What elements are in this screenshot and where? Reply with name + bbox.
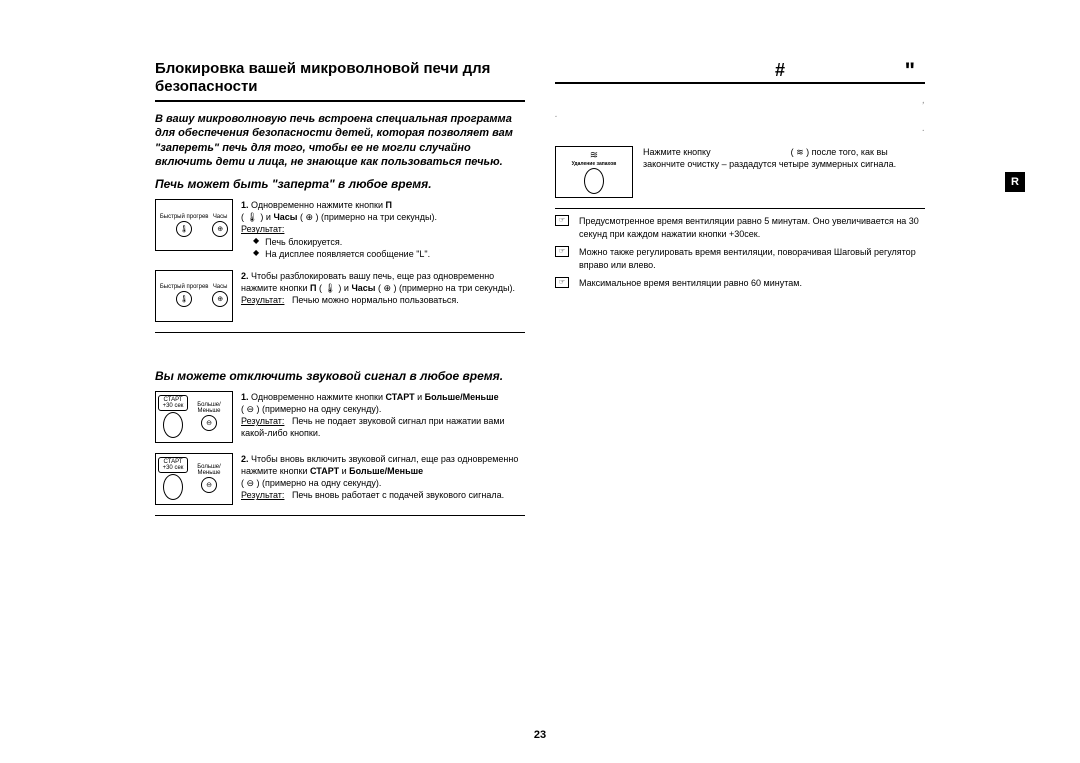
odor-removal-icon: ≋ — [590, 150, 598, 161]
odor-step-text: Нажмите кнопку ( ≋ ) после того, как вы … — [643, 146, 925, 198]
sound-step1-text: 1. Одновременно нажмите кнопки СТАРТ и Б… — [241, 391, 525, 443]
t: и — [339, 466, 349, 476]
clock-label: Часы — [213, 214, 228, 220]
sound-subhead: Вы можете отключить звуковой сигнал в лю… — [155, 363, 525, 383]
hash-mark: # — [775, 60, 785, 82]
t: На дисплее появляется сообщение "L". — [265, 248, 430, 260]
t: Предусмотренное время вентиляции равно 5… — [579, 215, 925, 240]
sound-step2-icon: СТАРТ+30 сек Больше/Меньше ⊖ — [155, 453, 233, 505]
t: Печь блокируется. — [265, 236, 342, 248]
clock-label: Часы — [213, 284, 228, 290]
note-icon: ☞ — [555, 246, 569, 257]
note-icon: ☞ — [555, 277, 569, 288]
t: и — [415, 392, 425, 402]
quick-label: Быстрый прогрев — [160, 284, 209, 290]
t: . — [555, 122, 925, 136]
divider — [155, 332, 525, 333]
thermo-icon: 🌡 — [176, 291, 192, 307]
divider — [555, 208, 925, 209]
result-label: Результат: — [241, 490, 284, 500]
clock-icon: ⊕ — [212, 221, 228, 237]
s1num: 1. — [241, 392, 249, 402]
start-button-icon: СТАРТ+30 сек — [158, 457, 188, 473]
moreless-icon: ⊖ — [201, 477, 217, 493]
odor-icon-box: ≋ Удаление запахов — [555, 146, 633, 198]
t: П — [310, 283, 316, 293]
page-content: Блокировка вашей микроволновой печи для … — [155, 60, 925, 522]
t: Часы — [273, 212, 297, 222]
t: ( ⊖ ) (примерно на одну секунду). — [241, 404, 381, 414]
moreless-label: Больше/Меньше — [188, 464, 230, 476]
odor-step: ≋ Удаление запахов Нажмите кнопку ( ≋ ) … — [555, 146, 925, 198]
left-column: Блокировка вашей микроволновой печи для … — [155, 60, 525, 522]
result-label: Результат: — [241, 224, 284, 234]
t: ( ⊖ ) (примерно на одну секунду). — [241, 478, 381, 488]
result-label: Результат: — [241, 416, 284, 426]
left-heading: Блокировка вашей микроволновой печи для … — [155, 60, 525, 102]
note-2: ☞ Можно также регулировать время вентиля… — [555, 246, 925, 271]
t: СТАРТ — [385, 392, 414, 402]
t: Больше/Меньше — [425, 392, 499, 402]
t: Одновременно нажмите кнопки — [251, 200, 383, 210]
t: Одновременно нажмите кнопки — [251, 392, 385, 402]
odor-label: Удаление запахов — [572, 162, 617, 167]
lock-step1-icon: Быстрый прогрев 🌡 Часы ⊕ — [155, 199, 233, 251]
t: Нажмите кнопку — [643, 147, 711, 157]
t: СТАРТ — [310, 466, 339, 476]
note-1: ☞ Предусмотренное время вентиляции равно… — [555, 215, 925, 240]
right-heading: # " — [555, 60, 925, 84]
sound-step1-icon: СТАРТ+30 сек Больше/Меньше ⊖ — [155, 391, 233, 443]
page-number: 23 — [534, 729, 546, 741]
language-badge: R — [1005, 172, 1025, 192]
divider — [155, 515, 525, 516]
dial-icon — [163, 474, 183, 500]
sound-step2-text: 2. Чтобы вновь включить звуковой сигнал,… — [241, 453, 525, 505]
sound-step-2: СТАРТ+30 сек Больше/Меньше ⊖ 2. Чтобы вн… — [155, 453, 525, 505]
right-intro: , . . — [555, 94, 925, 136]
result-label: Результат: — [241, 295, 284, 305]
t: ( 🌡 ) и — [241, 212, 273, 222]
dial-icon — [163, 412, 183, 438]
dial-icon — [584, 168, 604, 194]
lock-subhead: Печь может быть "заперта" в любое время. — [155, 177, 525, 191]
quote-mark: " — [905, 58, 915, 84]
left-intro: В вашу микроволновую печь встроена специ… — [155, 112, 525, 169]
lock-step1-text: 1. Одновременно нажмите кнопки П ( 🌡 ) и… — [241, 199, 525, 260]
step1-num: 1. — [241, 200, 249, 210]
t: Можно также регулировать время вентиляци… — [579, 246, 925, 271]
t: . — [555, 108, 925, 122]
t: Печь вновь работает с подачей звукового … — [292, 490, 504, 500]
t: ( ⊕ ) (примерно на три секунды). — [375, 283, 514, 293]
lock-step2-icon: Быстрый прогрев 🌡 Часы ⊕ — [155, 270, 233, 322]
note-3: ☞ Максимальное время вентиляции равно 60… — [555, 277, 925, 290]
lock-step2-text: 2. Чтобы разблокировать вашу печь, еще р… — [241, 270, 525, 322]
diamond-icon: ◆ — [253, 248, 259, 260]
start-button-icon: СТАРТ+30 сек — [158, 395, 188, 411]
moreless-label: Больше/Меньше — [188, 402, 230, 414]
note-icon: ☞ — [555, 215, 569, 226]
diamond-icon: ◆ — [253, 236, 259, 248]
t: Больше/Меньше — [349, 466, 423, 476]
t: П — [386, 200, 392, 210]
t: ( ⊕ ) (примерно на три секунды). — [297, 212, 436, 222]
step2-num: 2. — [241, 271, 249, 281]
t: , — [555, 94, 925, 108]
lock-step-1: Быстрый прогрев 🌡 Часы ⊕ 1. Одновременно… — [155, 199, 525, 260]
t: Максимальное время вентиляции равно 60 м… — [579, 277, 802, 290]
t: Часы — [351, 283, 375, 293]
quick-label: Быстрый прогрев — [160, 214, 209, 220]
t: Печью можно нормально пользоваться. — [292, 295, 459, 305]
s2num: 2. — [241, 454, 249, 464]
sound-step-1: СТАРТ+30 сек Больше/Меньше ⊖ 1. Одноврем… — [155, 391, 525, 443]
clock-icon: ⊕ — [212, 291, 228, 307]
moreless-icon: ⊖ — [201, 415, 217, 431]
lock-step-2: Быстрый прогрев 🌡 Часы ⊕ 2. Чтобы разбло… — [155, 270, 525, 322]
thermo-icon: 🌡 — [176, 221, 192, 237]
sound-section: Вы можете отключить звуковой сигнал в лю… — [155, 363, 525, 516]
t: ( 🌡 ) и — [319, 283, 351, 293]
right-column: # " , . . ≋ Удаление запахов Нажмите кно… — [555, 60, 925, 522]
